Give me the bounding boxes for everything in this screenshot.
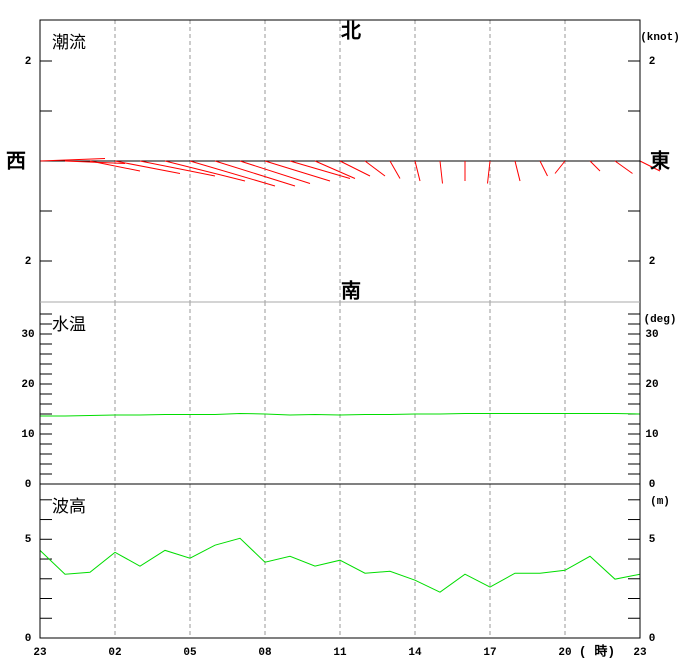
current-vector — [339, 160, 371, 177]
unit-label: (knot) — [640, 32, 680, 44]
y-tick-label: 0 — [25, 633, 32, 645]
y-tick-label: 2 — [25, 56, 32, 68]
current-vector — [239, 160, 311, 184]
data-line — [40, 412, 641, 417]
current-vector — [487, 160, 491, 184]
current-vector — [139, 160, 216, 177]
current-vector — [189, 160, 276, 187]
compass-south: 南 — [341, 279, 361, 303]
current-vector — [164, 160, 246, 182]
current-vector — [414, 160, 421, 182]
unit-label: (m) — [650, 496, 670, 508]
current-vector — [214, 160, 296, 187]
y-tick-label: 30 — [21, 329, 34, 341]
current-vector — [614, 160, 633, 174]
y-tick-label: 2 — [649, 256, 656, 268]
x-tick-label: 08 — [258, 647, 272, 659]
x-tick-label: 11 — [333, 647, 347, 659]
current-vector — [114, 160, 181, 174]
panel-title: 水温 — [52, 315, 86, 335]
data-line — [39, 537, 641, 593]
y-tick-label: 5 — [25, 534, 32, 546]
x-axis-label: ( 時) — [579, 643, 615, 659]
y-tick-label: 10 — [645, 429, 658, 441]
compass-north: 北 — [341, 19, 361, 43]
current-vector — [364, 160, 386, 177]
current-vector — [539, 160, 548, 177]
panel-title: 潮流 — [52, 33, 86, 53]
x-tick-label: 14 — [408, 647, 422, 659]
y-tick-label: 0 — [649, 633, 656, 645]
current-vector — [39, 158, 106, 162]
current-vector — [639, 160, 661, 172]
current-vector — [314, 160, 356, 179]
x-tick-label: 23 — [633, 647, 647, 659]
current-vector — [554, 160, 566, 174]
current-vector — [514, 160, 521, 182]
x-tick-label: 02 — [108, 647, 121, 659]
y-tick-label: 5 — [649, 534, 656, 546]
y-tick-label: 30 — [645, 329, 658, 341]
panel-frame — [39, 483, 641, 639]
y-tick-label: 0 — [25, 479, 32, 491]
x-tick-label: 20 — [558, 647, 571, 659]
current-vector — [389, 160, 401, 179]
y-tick-label: 2 — [649, 56, 656, 68]
x-tick-label: 23 — [33, 647, 47, 659]
x-tick-label: 05 — [183, 647, 197, 659]
current-vector — [289, 160, 351, 179]
y-tick-label: 20 — [21, 379, 34, 391]
x-tick-label: 17 — [483, 647, 496, 659]
current-vector — [89, 160, 141, 172]
unit-label: (deg) — [643, 314, 676, 326]
compass-west: 西 — [6, 149, 26, 173]
y-tick-label: 10 — [21, 429, 34, 441]
y-tick-label: 20 — [645, 379, 658, 391]
y-tick-label: 2 — [25, 256, 32, 268]
y-tick-label: 0 — [649, 479, 656, 491]
current-vector — [439, 160, 443, 184]
compass-east: 東 — [650, 149, 670, 173]
panel-title: 波高 — [52, 497, 86, 517]
current-vector — [264, 160, 331, 182]
current-vector — [589, 160, 601, 172]
